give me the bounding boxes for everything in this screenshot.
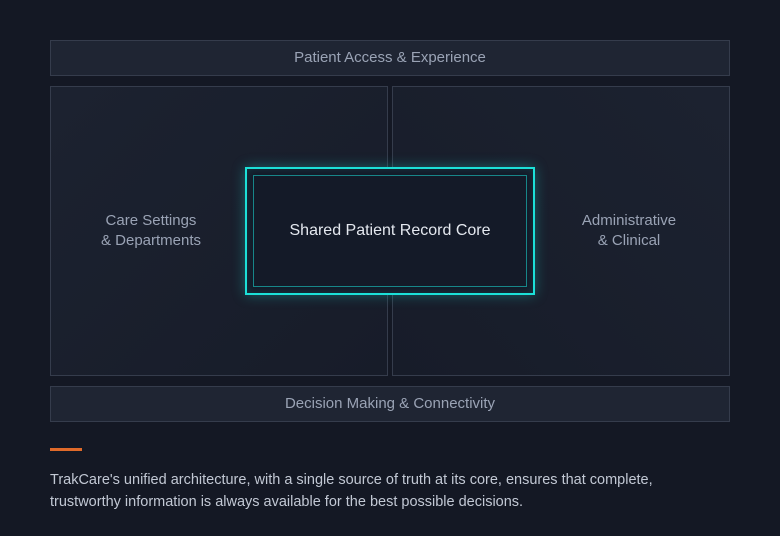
- caption-block: TrakCare's unified architecture, with a …: [50, 448, 730, 514]
- architecture-diagram: Patient Access & Experience Care Setting…: [50, 40, 730, 418]
- left-box-line1: Care Settings: [106, 212, 197, 229]
- center-box-label: Shared Patient Record Core: [290, 220, 491, 242]
- center-box-shared-record-core: Shared Patient Record Core: [245, 167, 535, 295]
- right-box-label: Administrative & Clinical: [529, 211, 729, 252]
- accent-bar: [50, 448, 82, 451]
- bottom-box-label: Decision Making & Connectivity: [285, 394, 495, 414]
- right-box-line1: Administrative: [582, 212, 676, 229]
- diagram-container: Patient Access & Experience Care Setting…: [0, 0, 780, 536]
- top-box-label: Patient Access & Experience: [294, 48, 486, 68]
- right-box-line2: & Clinical: [598, 232, 661, 249]
- caption-text: TrakCare's unified architecture, with a …: [50, 469, 660, 514]
- top-box-patient-access: Patient Access & Experience: [50, 40, 730, 76]
- left-box-label: Care Settings & Departments: [51, 211, 251, 252]
- left-box-line2: & Departments: [101, 232, 201, 249]
- bottom-box-decision-making: Decision Making & Connectivity: [50, 386, 730, 422]
